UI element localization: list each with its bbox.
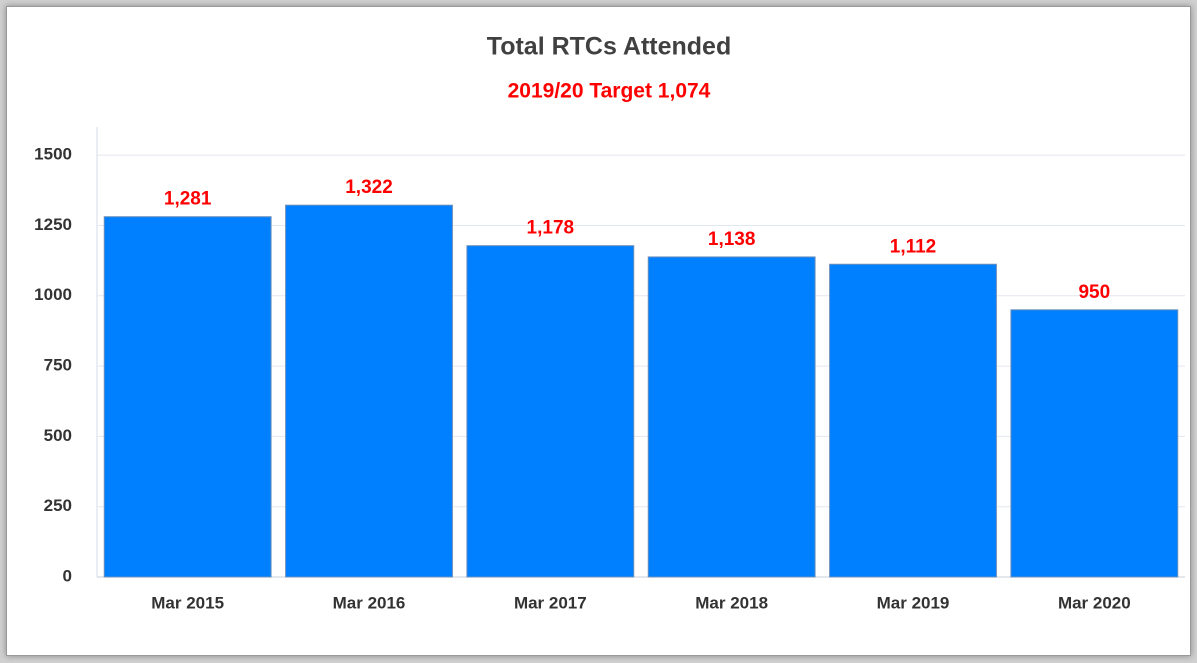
y-tick-label: 1000 — [34, 285, 72, 304]
value-label: 1,112 — [890, 236, 937, 257]
chart-title: Total RTCs Attended — [487, 33, 731, 61]
x-tick-label: Mar 2017 — [514, 593, 587, 612]
x-tick-label: Mar 2015 — [151, 593, 224, 612]
y-tick-label: 250 — [44, 496, 72, 515]
x-tick-label: Mar 2019 — [877, 593, 950, 612]
y-tick-label: 500 — [44, 426, 72, 445]
bar — [103, 216, 272, 578]
y-tick-label: 1250 — [34, 215, 72, 234]
x-tick-label: Mar 2020 — [1058, 593, 1131, 612]
bar — [1010, 309, 1179, 578]
value-label: 950 — [1078, 282, 1110, 303]
y-tick-label: 1500 — [34, 145, 72, 164]
value-label: 1,138 — [708, 229, 756, 250]
bar — [466, 245, 635, 578]
x-tick-label: Mar 2016 — [333, 593, 406, 612]
chart-subtitle: 2019/20 Target 1,074 — [508, 80, 711, 103]
value-label: 1,281 — [164, 189, 212, 210]
x-tick-label: Mar 2018 — [695, 593, 768, 612]
bar — [647, 256, 816, 578]
bar — [285, 204, 453, 578]
value-label: 1,178 — [527, 218, 575, 239]
bar — [829, 263, 997, 578]
y-tick-label: 750 — [44, 356, 72, 375]
y-tick-label: 0 — [63, 566, 72, 585]
value-label: 1,322 — [345, 177, 393, 198]
